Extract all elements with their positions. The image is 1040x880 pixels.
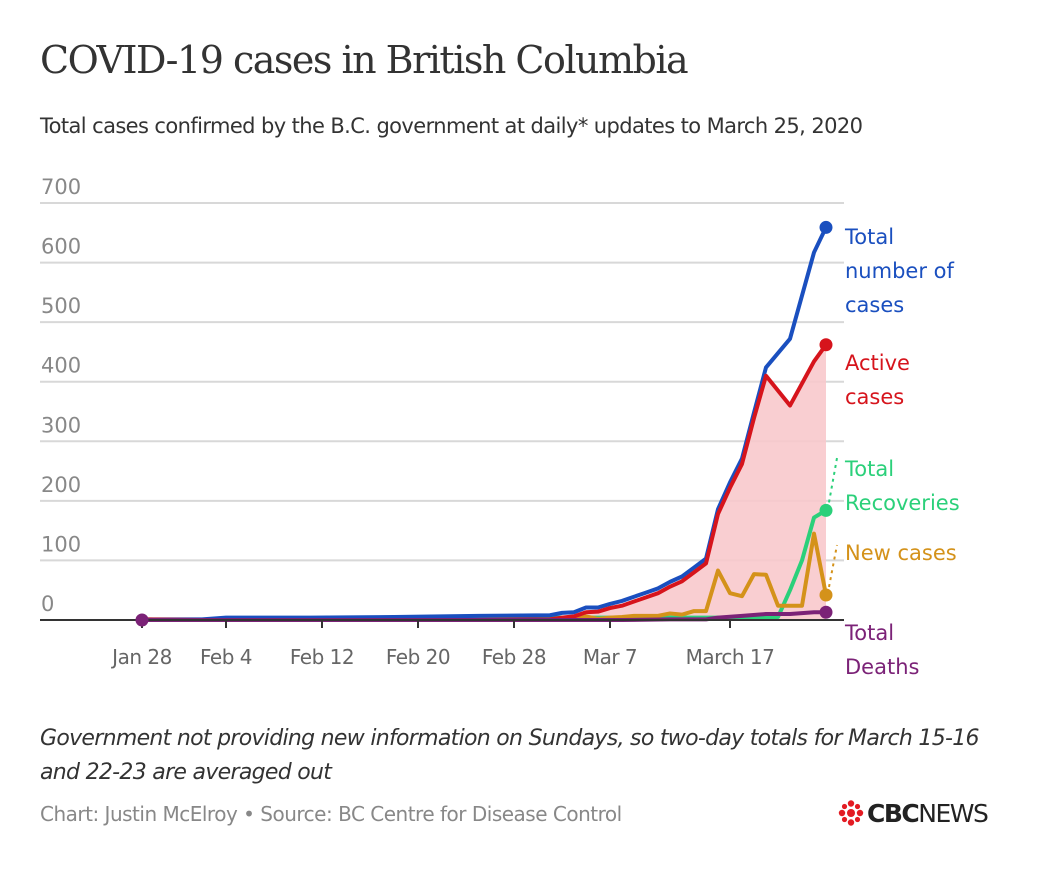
label-line: Total [844, 457, 894, 481]
gridlines [40, 202, 844, 562]
total-end-dot [819, 220, 833, 234]
x-tick-label: Feb 12 [290, 645, 354, 669]
x-tick-label: Feb 20 [386, 645, 450, 669]
label-line: Deaths [845, 655, 919, 679]
label-line: cases [845, 385, 904, 409]
logo-news-text: NEWS [918, 798, 989, 828]
recoveries-end-dot [819, 503, 833, 517]
series-labels: Total number of cases Active cases Total Recov… [828, 225, 960, 679]
y-tick-label: 200 [41, 473, 81, 497]
recoveries-leader-line [828, 457, 838, 503]
y-tick-label: 0 [41, 592, 54, 616]
y-tick-label: 300 [41, 413, 81, 437]
label-line: number of [845, 259, 954, 283]
deaths-label: Total Deaths [844, 621, 919, 679]
label-line: Active [845, 351, 910, 375]
x-tick-label: March 17 [686, 645, 775, 669]
active-area [142, 344, 826, 620]
y-tick-label: 700 [41, 175, 81, 199]
active-end-dot [819, 338, 833, 352]
label-line: Recoveries [845, 491, 960, 515]
y-tick-label: 600 [41, 235, 81, 259]
logo-cbc-text: CBC [867, 798, 920, 828]
deaths-start-dot [135, 613, 149, 627]
chart-plot: 0 100 200 300 400 500 600 700 Jan 28 Feb 4 Feb 12… [40, 175, 960, 679]
new-cases-leader-line [828, 544, 838, 588]
x-tick-label: Mar 7 [583, 645, 637, 669]
y-tick-label: 500 [41, 294, 81, 318]
x-axis-ticks: Jan 28 Feb 4 Feb 12 Feb 20 Feb 28 Mar 7 March … [110, 620, 775, 669]
series-end-dots [135, 220, 833, 627]
y-tick-label: 100 [41, 532, 81, 556]
new-cases-line [140, 531, 828, 622]
y-axis-ticks: 0 100 200 300 400 500 600 700 [41, 175, 81, 616]
new-cases-end-dot [819, 588, 833, 602]
new-cases-label: New cases [845, 541, 957, 565]
x-tick-label: Jan 28 [110, 645, 172, 669]
footnote: Government not providing new information… [40, 726, 980, 785]
chart-title: COVID-19 cases in British Columbia [40, 38, 689, 82]
cbc-gem-icon [838, 800, 864, 826]
credit-line: Chart: Justin McElroy • Source: BC Centr… [40, 802, 622, 826]
label-line: Total [844, 225, 894, 249]
active-cases-area [142, 344, 826, 620]
deaths-end-dot [819, 605, 833, 619]
active-label: Active cases [845, 351, 910, 409]
recoveries-label: Total Recoveries [844, 457, 960, 515]
x-tick-label: Feb 4 [200, 645, 252, 669]
total-label: Total number of cases [844, 225, 954, 317]
label-line: Total [844, 621, 894, 645]
label-line: New cases [845, 541, 957, 565]
chart-subtitle: Total cases confirmed by the B.C. govern… [40, 114, 863, 138]
cbc-news-logo: CBC NEWS [835, 798, 989, 828]
y-tick-label: 400 [41, 354, 81, 378]
label-line: cases [845, 293, 904, 317]
x-tick-label: Feb 28 [482, 645, 546, 669]
